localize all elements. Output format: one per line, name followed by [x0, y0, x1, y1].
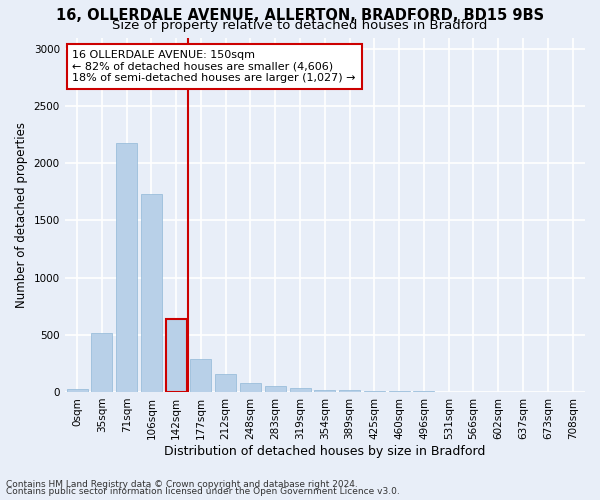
Bar — [240, 383, 261, 392]
Text: Contains HM Land Registry data © Crown copyright and database right 2024.: Contains HM Land Registry data © Crown c… — [6, 480, 358, 489]
Bar — [215, 374, 236, 392]
Bar — [116, 142, 137, 392]
Text: Size of property relative to detached houses in Bradford: Size of property relative to detached ho… — [112, 18, 488, 32]
Bar — [67, 389, 88, 392]
Text: Contains public sector information licensed under the Open Government Licence v3: Contains public sector information licen… — [6, 487, 400, 496]
Bar — [364, 391, 385, 392]
Bar — [314, 390, 335, 392]
Bar — [166, 319, 187, 392]
Bar — [190, 360, 211, 392]
Y-axis label: Number of detached properties: Number of detached properties — [15, 122, 28, 308]
Bar — [141, 194, 162, 392]
Bar — [265, 386, 286, 392]
Bar — [290, 388, 311, 392]
Bar — [91, 332, 112, 392]
Text: 16, OLLERDALE AVENUE, ALLERTON, BRADFORD, BD15 9BS: 16, OLLERDALE AVENUE, ALLERTON, BRADFORD… — [56, 8, 544, 22]
Bar — [339, 390, 360, 392]
X-axis label: Distribution of detached houses by size in Bradford: Distribution of detached houses by size … — [164, 444, 485, 458]
Text: 16 OLLERDALE AVENUE: 150sqm
← 82% of detached houses are smaller (4,606)
18% of : 16 OLLERDALE AVENUE: 150sqm ← 82% of det… — [73, 50, 356, 83]
